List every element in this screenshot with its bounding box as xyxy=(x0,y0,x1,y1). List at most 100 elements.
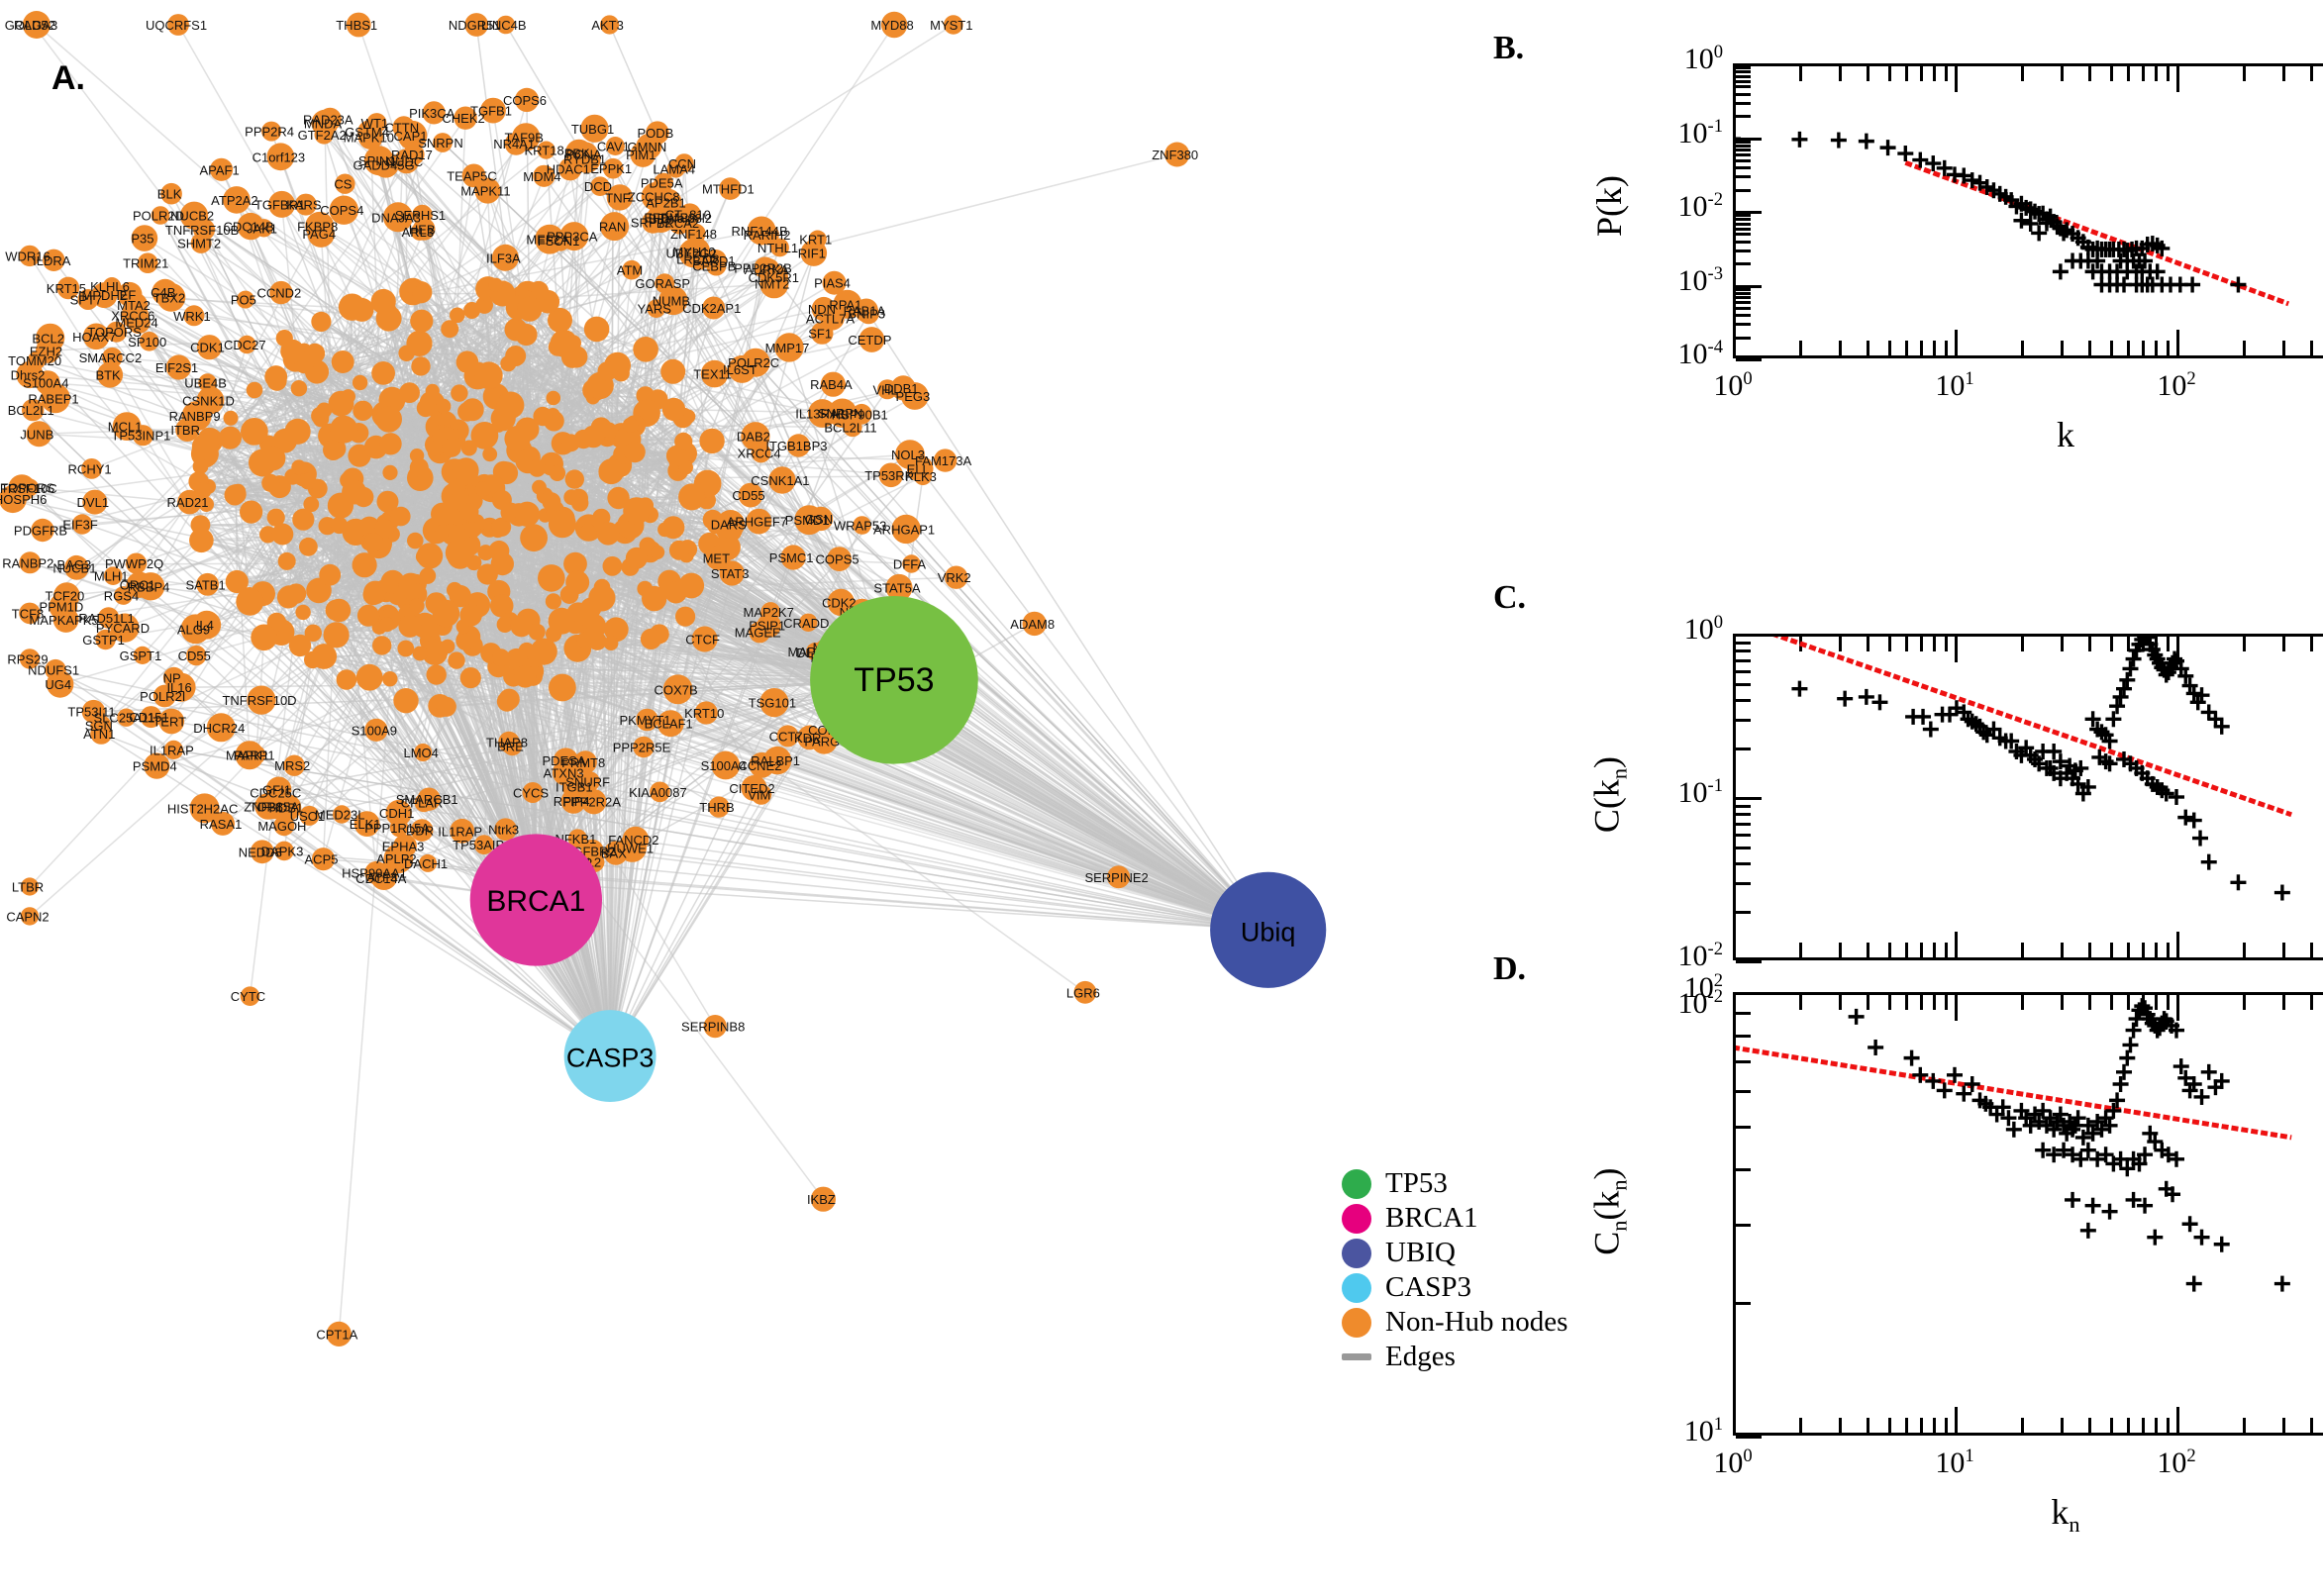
network-node-atm[interactable] xyxy=(622,259,642,280)
network-node-myst1[interactable] xyxy=(944,15,963,35)
network-node[interactable] xyxy=(623,497,651,525)
network-node-krt10[interactable] xyxy=(694,701,718,725)
network-node-ralbp1[interactable] xyxy=(762,746,792,775)
network-node-mdm4[interactable] xyxy=(533,164,556,187)
network-node-tcf8[interactable] xyxy=(19,602,41,625)
network-node[interactable] xyxy=(660,358,686,384)
network-node-lmo4[interactable] xyxy=(414,744,433,761)
network-node[interactable] xyxy=(581,425,605,449)
network-node-tsg101[interactable] xyxy=(759,688,789,718)
network-node-s100a4[interactable] xyxy=(711,750,741,780)
network-node[interactable] xyxy=(587,632,607,650)
network-node-tp53aip1[interactable] xyxy=(473,835,494,854)
network-node-dab2[interactable] xyxy=(741,422,770,451)
network-node-sp100[interactable] xyxy=(139,332,159,351)
network-node[interactable] xyxy=(563,489,580,506)
network-node-gfi1[interactable] xyxy=(265,776,292,803)
network-node[interactable] xyxy=(475,481,491,497)
network-node[interactable] xyxy=(407,532,424,549)
network-node[interactable] xyxy=(376,490,399,513)
network-node-acp5[interactable] xyxy=(311,848,336,871)
network-node[interactable] xyxy=(432,599,460,628)
network-node[interactable] xyxy=(538,564,565,592)
network-node-akt3[interactable] xyxy=(600,15,620,35)
network-node[interactable] xyxy=(405,583,428,606)
network-node-apaf1[interactable] xyxy=(210,157,234,181)
network-node[interactable] xyxy=(445,539,473,567)
network-node-atp2a2[interactable] xyxy=(223,186,251,214)
network-node-mmp17[interactable] xyxy=(774,333,804,362)
network-node-cdk2[interactable] xyxy=(827,588,855,617)
network-node-il1rap[interactable] xyxy=(450,818,475,844)
network-node-itbr[interactable] xyxy=(175,418,200,442)
network-node[interactable] xyxy=(514,501,541,527)
network-node-med23l[interactable] xyxy=(333,805,352,824)
network-node-cd151[interactable] xyxy=(140,706,162,729)
network-node[interactable] xyxy=(510,615,533,638)
network-node-cycs[interactable] xyxy=(522,782,544,803)
network-node[interactable] xyxy=(277,551,296,570)
network-node[interactable] xyxy=(504,426,531,452)
network-node-pdesa[interactable] xyxy=(553,748,579,773)
network-node[interactable] xyxy=(549,464,566,481)
network-node[interactable] xyxy=(603,617,629,643)
network-node-stat5a[interactable] xyxy=(885,573,913,601)
network-node-cradd[interactable] xyxy=(799,613,818,632)
network-node-tubg1[interactable] xyxy=(580,114,609,143)
network-hub-casp3[interactable] xyxy=(563,1010,656,1103)
network-node[interactable] xyxy=(459,667,481,689)
network-node-hoax7[interactable] xyxy=(82,323,110,350)
network-node-gstp1[interactable] xyxy=(95,629,116,650)
network-node[interactable] xyxy=(410,309,434,333)
network-node-wdr16[interactable] xyxy=(19,245,41,267)
network-node[interactable] xyxy=(436,696,456,717)
network-node-krt18[interactable] xyxy=(537,141,556,159)
network-node-nfkb1[interactable] xyxy=(567,829,588,848)
network-node[interactable] xyxy=(496,616,514,633)
network-node-ranbp2[interactable] xyxy=(19,551,42,574)
network-node-eppk1[interactable] xyxy=(602,157,624,179)
network-node[interactable] xyxy=(412,646,428,661)
network-node[interactable] xyxy=(290,380,308,397)
network-node-cops4[interactable] xyxy=(329,195,358,225)
network-node-p35[interactable] xyxy=(131,225,158,251)
network-node[interactable] xyxy=(505,648,528,670)
network-node-rad23a[interactable] xyxy=(318,107,342,131)
network-node-bclaf1[interactable] xyxy=(656,710,684,738)
network-node[interactable] xyxy=(674,432,693,450)
network-node-dcd[interactable] xyxy=(590,176,610,196)
network-node-cd55[interactable] xyxy=(738,482,763,508)
network-node[interactable] xyxy=(448,522,471,547)
network-node-kars[interactable] xyxy=(294,193,317,216)
network-node-tgfbr2[interactable] xyxy=(580,839,604,863)
network-node-tex11[interactable] xyxy=(700,359,729,388)
network-node[interactable] xyxy=(191,433,219,460)
network-node-met[interactable] xyxy=(705,545,731,571)
network-node[interactable] xyxy=(323,440,344,460)
network-node[interactable] xyxy=(288,634,312,657)
network-node[interactable] xyxy=(246,381,263,399)
network-node[interactable] xyxy=(251,624,277,651)
network-node[interactable] xyxy=(448,651,465,669)
network-node[interactable] xyxy=(380,569,405,595)
network-node-cdc27[interactable] xyxy=(238,335,256,354)
network-node[interactable] xyxy=(448,478,466,497)
network-node[interactable] xyxy=(517,296,543,322)
network-node[interactable] xyxy=(223,410,239,426)
network-node-tgfbr1[interactable] xyxy=(268,190,296,218)
network-node[interactable] xyxy=(218,426,242,449)
network-node[interactable] xyxy=(583,316,610,343)
network-node[interactable] xyxy=(482,447,498,462)
network-node-dapk3[interactable] xyxy=(274,841,294,861)
network-node[interactable] xyxy=(415,549,432,564)
network-node[interactable] xyxy=(382,464,398,480)
network-node[interactable] xyxy=(189,528,214,553)
network-node-myh10[interactable] xyxy=(681,237,711,265)
network-node-cav1[interactable] xyxy=(605,137,625,155)
network-node-ndufs1[interactable] xyxy=(45,658,66,681)
network-node-cflar[interactable] xyxy=(414,793,434,813)
network-node-trim21[interactable] xyxy=(137,252,158,273)
network-node[interactable] xyxy=(331,350,354,373)
network-node[interactable] xyxy=(665,445,687,466)
network-node[interactable] xyxy=(362,584,384,606)
